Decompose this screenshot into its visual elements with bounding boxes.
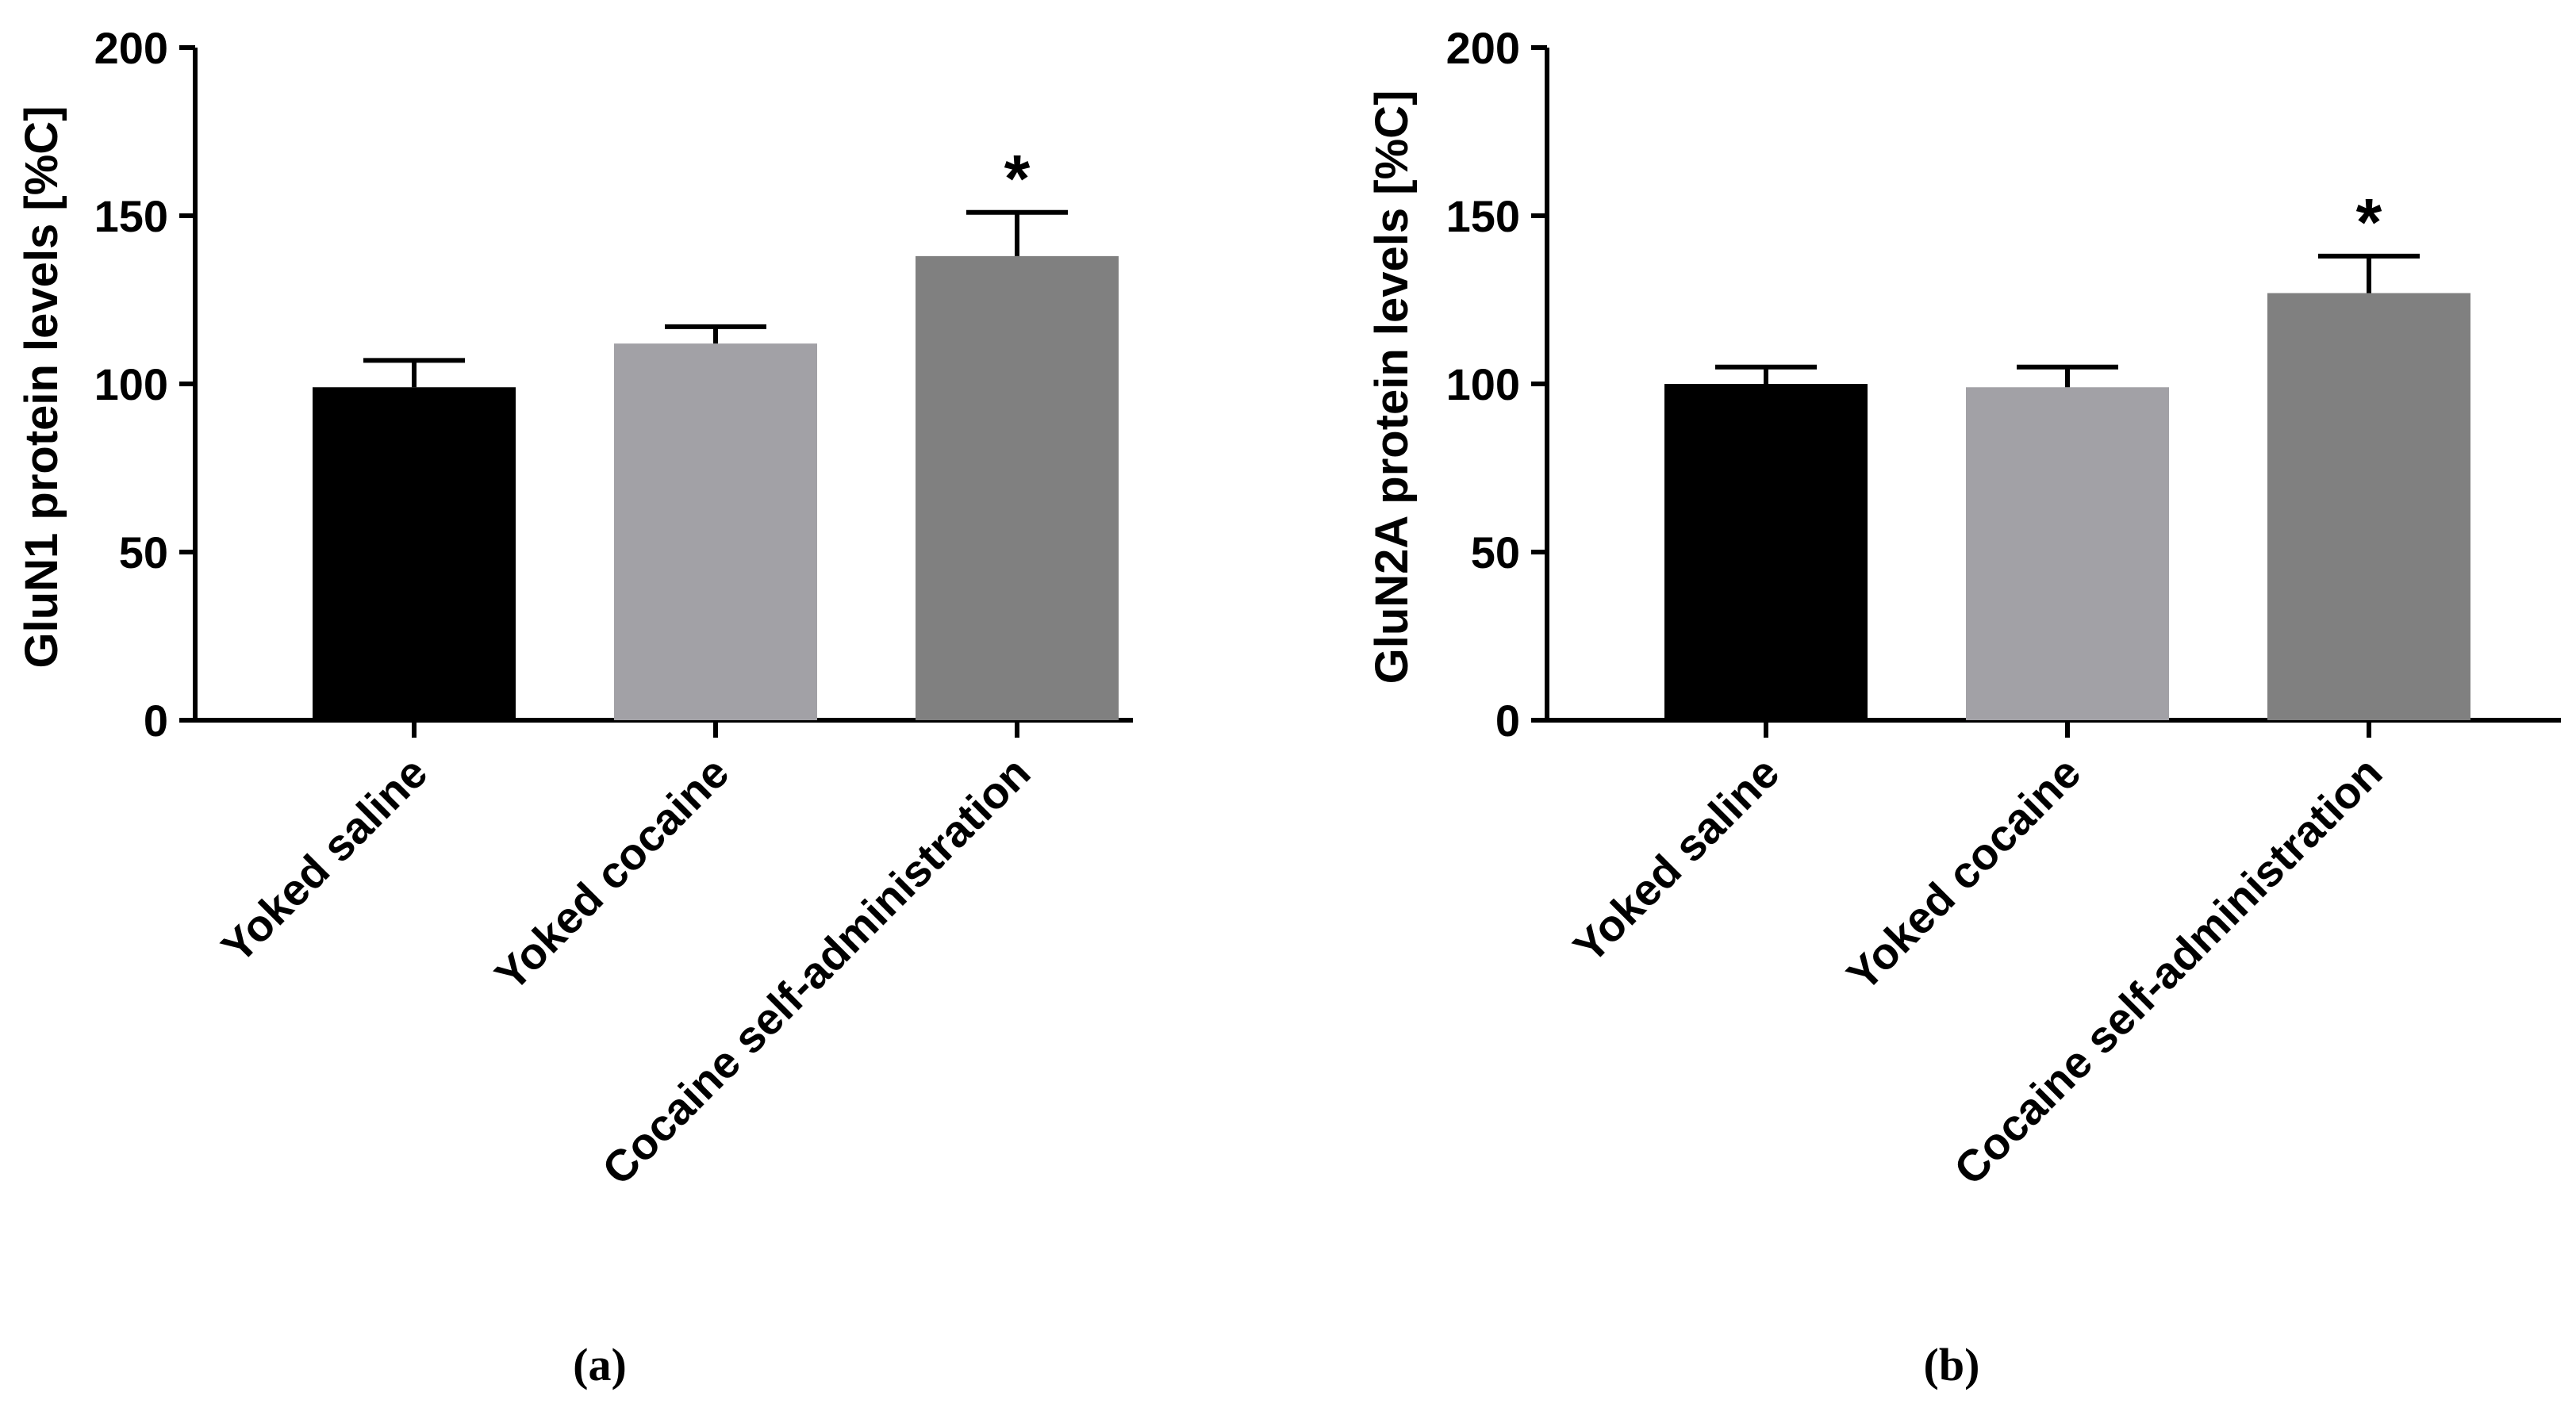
- chart-panel-a: GluN1 protein levels [%C] (a) 0 50 100 150 2…: [16, 23, 1133, 1390]
- bar: [313, 387, 516, 720]
- panel-label: (b): [1924, 1339, 1980, 1390]
- chart-panel-b: GluN2A protein levels [%C] (b) 0 50 100 150…: [1366, 23, 2561, 1390]
- x-tick-label: Yoked cocaine: [486, 747, 739, 1000]
- bar: [916, 255, 1119, 720]
- y-tick-label: 150: [94, 191, 168, 241]
- y-tick-label: 0: [1495, 696, 1520, 746]
- y-tick-label: 0: [144, 696, 168, 746]
- x-tick-label: Yoked saline: [1564, 747, 1789, 972]
- y-tick-label: 200: [1446, 23, 1520, 73]
- y-axis-label: GluN2A protein levels [%C]: [1366, 90, 1418, 685]
- x-tick-label: Yoked saline: [212, 747, 437, 972]
- significance-marker: *: [1004, 141, 1031, 216]
- y-tick-label: 100: [94, 359, 168, 409]
- x-tick-label: Yoked cocaine: [1837, 747, 2090, 1000]
- y-tick-label: 50: [1471, 527, 1520, 577]
- y-axis-label: GluN1 protein levels [%C]: [16, 105, 67, 668]
- bar: [2267, 293, 2470, 720]
- y-tick-label: 200: [94, 23, 168, 73]
- y-tick-label: 150: [1446, 191, 1520, 241]
- bar: [614, 343, 817, 720]
- bar: [1664, 384, 1868, 720]
- bar: [1966, 387, 2169, 720]
- panel-label: (a): [573, 1339, 627, 1390]
- y-tick-label: 50: [119, 527, 168, 577]
- significance-marker: *: [2356, 185, 2382, 259]
- y-tick-label: 100: [1446, 359, 1520, 409]
